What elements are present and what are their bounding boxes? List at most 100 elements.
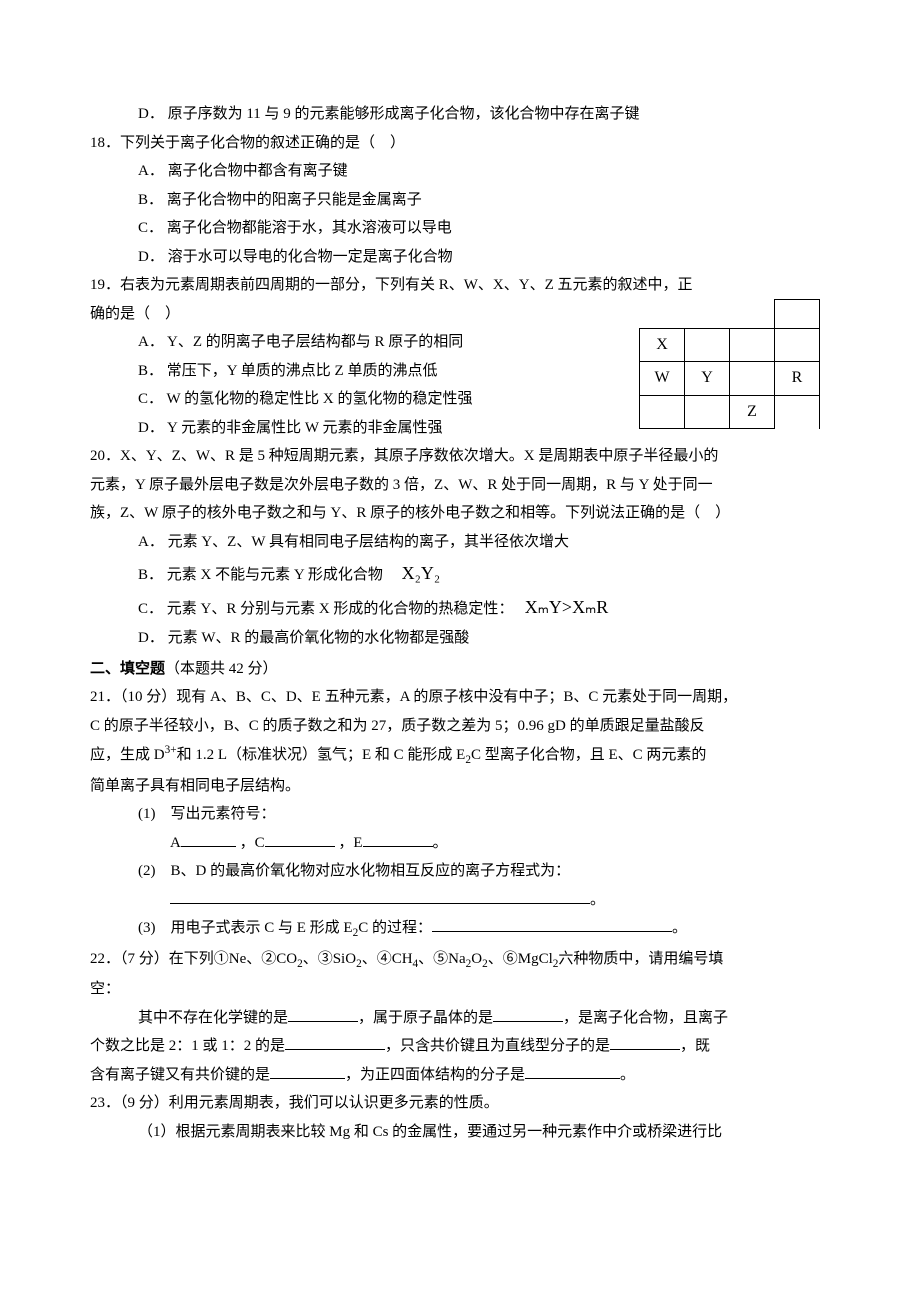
option-text: 元素 Y、Z、W 具有相同电子层结构的离子，其半径依次增大 (168, 534, 569, 550)
q21-part3: (3) 用电子式表示 C 与 E 形成 E2C 的过程：。 (90, 914, 830, 944)
cell-empty (685, 329, 730, 362)
cell-blank (730, 300, 775, 329)
text: 、⑤Na (418, 951, 466, 967)
fill-blank[interactable] (363, 831, 433, 847)
option-label: D． (138, 106, 164, 122)
q18-option-b: B． 离子化合物中的阳离子只能是金属离子 (90, 186, 830, 215)
section-title-text: 二、填空题 (90, 660, 165, 677)
option-text: 溶于水可以导电的化合物一定是离子化合物 (168, 249, 453, 265)
option-text: 离子化合物中都含有离子键 (168, 163, 348, 179)
q20-stem-line2: 元素，Y 原子最外层电子数是次外层电子数的 3 倍，Z、W、R 处于同一周期，R… (90, 471, 830, 500)
text: O (471, 951, 482, 967)
period: 。 (590, 892, 605, 908)
option-label: C． (138, 391, 163, 407)
text: ，既 (680, 1038, 710, 1054)
fill-blank[interactable] (181, 831, 236, 847)
q20-option-b: B． 元素 X 不能与元素 Y 形成化合物 X₂Y₂ (90, 556, 830, 590)
option-text: 常压下，Y 单质的沸点比 Z 单质的沸点低 (167, 363, 438, 379)
period: 。 (672, 920, 687, 936)
superscript: 3+ (165, 744, 177, 756)
section-2-heading: 二、填空题（本题共 42 分） (90, 655, 830, 684)
option-label: D． (138, 420, 164, 436)
text: 、④CH (362, 951, 413, 967)
label-C: ，C (240, 835, 265, 851)
q22-fill-line2: 个数之比是 2：1 或 1：2 的是，只含共价键且为直线型分子的是，既 (90, 1032, 830, 1061)
text: 其中不存在化学键的是 (138, 1010, 288, 1026)
q17-option-d: D． 原子序数为 11 与 9 的元素能够形成离子化合物，该化合物中存在离子键 (90, 100, 830, 129)
cell-X: X (640, 329, 685, 362)
text: ，属于原子晶体的是 (358, 1010, 493, 1026)
text: ，为正四面体结构的分子是 (345, 1067, 525, 1083)
q22-fill-line3: 含有离子键又有共价键的是 ，为正四面体结构的分子是 。 (90, 1061, 830, 1090)
option-label: A． (138, 334, 164, 350)
option-label: B． (138, 192, 163, 208)
cell-empty (730, 362, 775, 395)
fill-blank[interactable] (525, 1063, 620, 1079)
label-A: A (170, 835, 181, 851)
text: C 型离子化合物，且 E、C 两元素的 (471, 747, 706, 763)
q18-option-c: C． 离子化合物都能溶于水，其水溶液可以导电 (90, 214, 830, 243)
q23-part1: （1）根据元素周期表来比较 Mg 和 Cs 的金属性，要通过另一种元素作中介或桥… (90, 1118, 830, 1147)
cell-blank (775, 395, 820, 428)
q18-stem: 18．下列关于离子化合物的叙述正确的是（ ） (90, 129, 830, 158)
option-text: 元素 W、R 的最高价氧化物的水化物都是强酸 (168, 630, 470, 646)
text: C 的过程： (358, 920, 432, 936)
fill-blank[interactable] (270, 1063, 345, 1079)
cell-empty (775, 329, 820, 362)
text: ，只含共价键且为直线型分子的是 (385, 1038, 610, 1054)
option-label: B． (138, 567, 163, 583)
q19-stem-line1: 19．右表为元素周期表前四周期的一部分，下列有关 R、W、X、Y、Z 五元素的叙… (90, 271, 830, 300)
cell-empty (730, 329, 775, 362)
q20-stem-line3: 族，Z、W 原子的核外电子数之和与 Y、R 原子的核外电子数之和相等。下列说法正… (90, 499, 830, 528)
option-text: 离子化合物中的阳离子只能是金属离子 (167, 192, 422, 208)
fill-blank[interactable] (170, 888, 590, 904)
fill-blank[interactable] (610, 1034, 680, 1050)
q21-part1-lead: (1) 写出元素符号： (90, 800, 830, 829)
option-label: C． (138, 601, 163, 617)
cell-empty (685, 395, 730, 428)
fill-blank[interactable] (265, 831, 335, 847)
fill-blank[interactable] (493, 1006, 563, 1022)
text: 。 (620, 1067, 635, 1083)
fill-blank[interactable] (432, 916, 672, 932)
cell-Z: Z (730, 395, 775, 428)
period: 。 (433, 835, 448, 851)
text: (3) 用电子式表示 C 与 E 形成 E (138, 920, 353, 936)
q23-stem: 23．（9 分）利用元素周期表，我们可以认识更多元素的性质。 (90, 1089, 830, 1118)
q20-option-c: C． 元素 Y、R 分别与元素 X 形成的化合物的热稳定性： XₘY>XₘR (90, 590, 830, 624)
option-text: 元素 Y、R 分别与元素 X 形成的化合物的热稳定性： (167, 601, 521, 617)
option-label: D． (138, 249, 164, 265)
option-label: D． (138, 630, 164, 646)
option-text: 元素 X 不能与元素 Y 形成化合物 (167, 567, 398, 583)
formula-xmy-xmr: XₘY>XₘR (525, 597, 609, 617)
q21-part1-blanks: A ，C ，E 。 (90, 829, 830, 858)
q18-option-a: A． 离子化合物中都含有离子键 (90, 157, 830, 186)
option-label: C． (138, 220, 163, 236)
q21-part2-blank: 。 (90, 886, 830, 915)
q22-stem-line2: 空： (90, 975, 830, 1004)
q22-fill-line1: 其中不存在化学键的是，属于原子晶体的是，是离子化合物，且离子 (90, 1004, 830, 1033)
option-label: A． (138, 534, 164, 550)
q20-option-d: D． 元素 W、R 的最高价氧化物的水化物都是强酸 (90, 624, 830, 653)
q21-stem-line3: 应，生成 D3+和 1.2 L（标准状况）氢气；E 和 C 能形成 E2C 型离… (90, 740, 830, 771)
q21-part2-lead: (2) B、D 的最高价氧化物对应水化物相互反应的离子方程式为： (90, 857, 830, 886)
text: 、③SiO (303, 951, 356, 967)
option-text: Y 元素的非金属性比 W 元素的非金属性强 (167, 420, 442, 436)
option-label: B． (138, 363, 163, 379)
fill-blank[interactable] (288, 1006, 358, 1022)
label-E: ，E (338, 835, 362, 851)
q18-option-d: D． 溶于水可以导电的化合物一定是离子化合物 (90, 243, 830, 272)
fill-blank[interactable] (285, 1034, 385, 1050)
text: 、⑥MgCl (488, 951, 553, 967)
section-title-points: （本题共 42 分） (165, 661, 278, 677)
text: 含有离子键又有共价键的是 (90, 1067, 270, 1083)
q19-block: 19．右表为元素周期表前四周期的一部分，下列有关 R、W、X、Y、Z 五元素的叙… (90, 271, 830, 442)
exam-page: D． 原子序数为 11 与 9 的元素能够形成离子化合物，该化合物中存在离子键 … (0, 0, 920, 1302)
option-text: 原子序数为 11 与 9 的元素能够形成离子化合物，该化合物中存在离子键 (168, 106, 640, 122)
option-text: Y、Z 的阴离子电子层结构都与 R 原子的相同 (167, 334, 463, 350)
formula-x2y2: X₂Y₂ (402, 563, 441, 583)
q21-stem-line1: 21．（10 分）现有 A、B、C、D、E 五种元素，A 的原子核中没有中子；B… (90, 683, 830, 712)
text: 和 1.2 L（标准状况）氢气；E 和 C 能形成 E (177, 747, 466, 763)
cell-Y: Y (685, 362, 730, 395)
q20-stem-line1: 20．X、Y、Z、W、R 是 5 种短周期元素，其原子序数依次增大。X 是周期表… (90, 442, 830, 471)
